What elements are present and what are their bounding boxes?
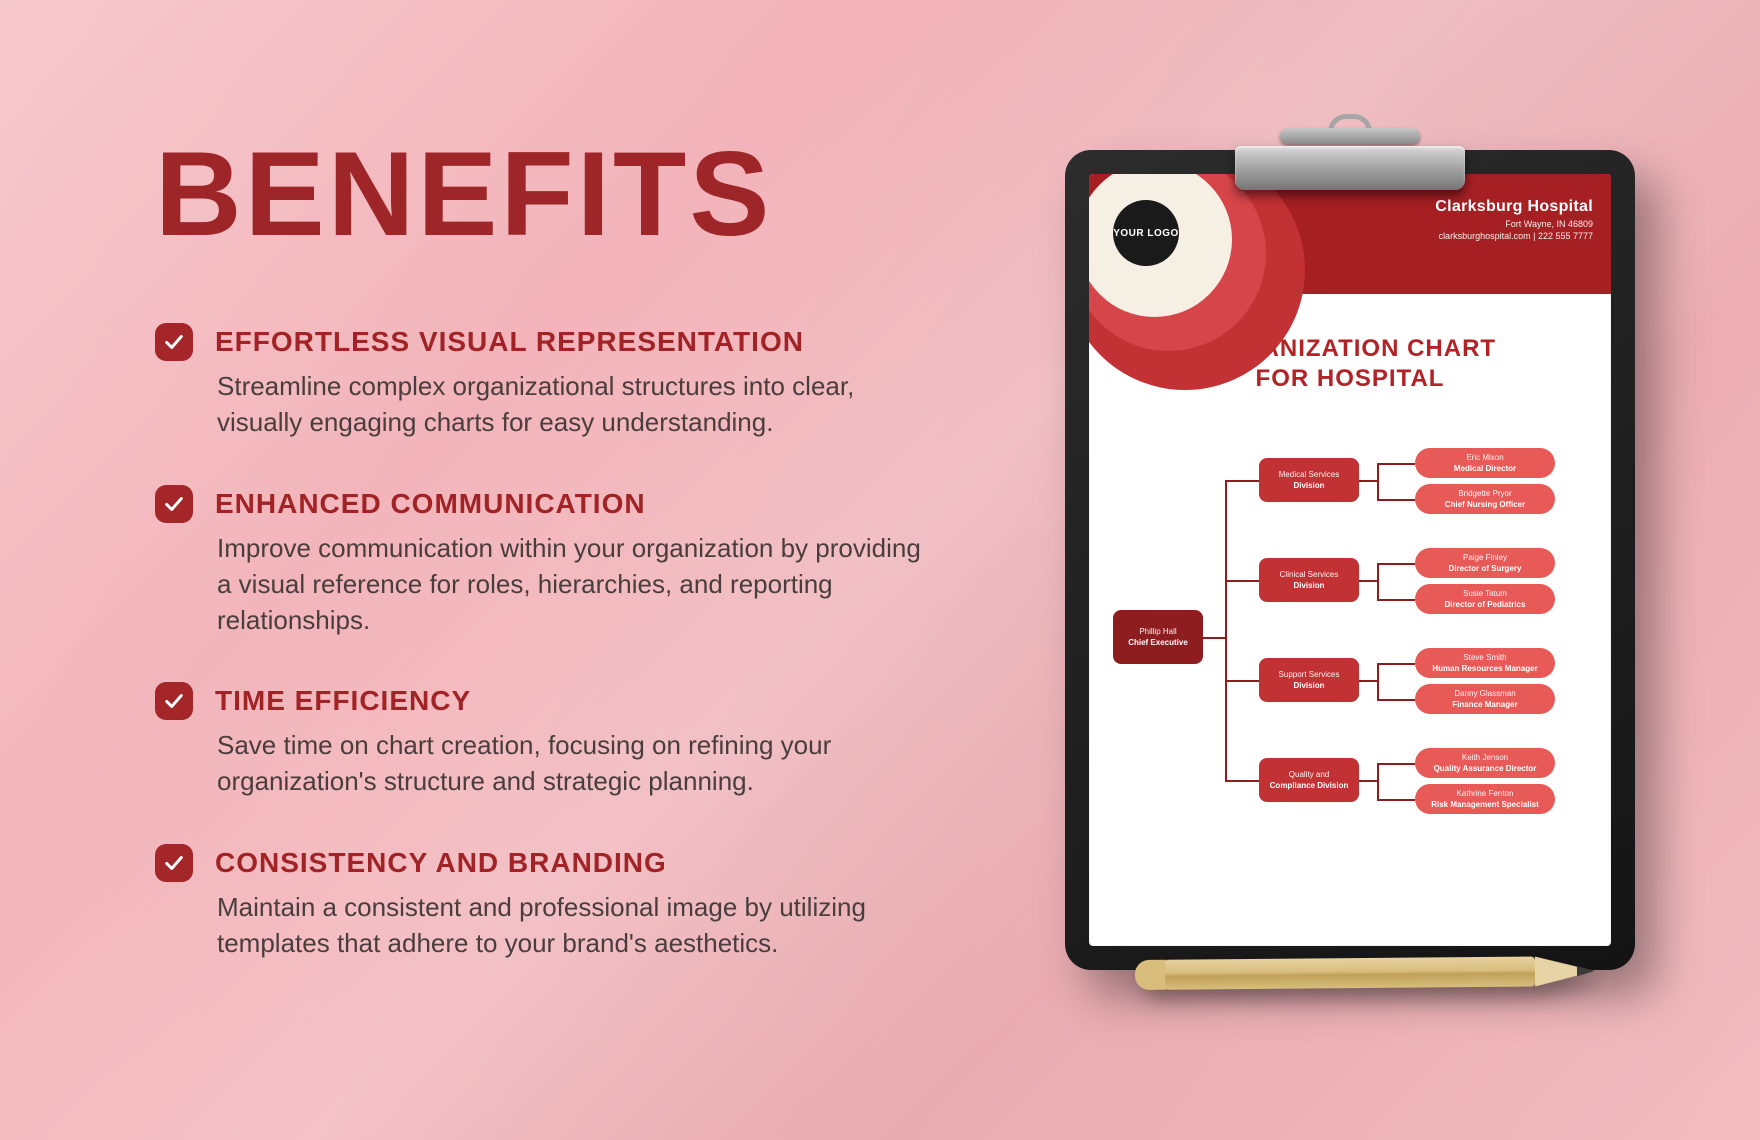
connector [1377, 663, 1379, 680]
check-icon [155, 844, 193, 882]
paper-header: YOUR LOGO Clarksburg Hospital Fort Wayne… [1089, 174, 1611, 294]
org-leaf-node: Keith JensonQuality Assurance Director [1415, 748, 1555, 778]
benefit-description: Improve communication within your organi… [217, 531, 937, 639]
chart-title-line2: FOR HOSPITAL [1256, 365, 1445, 392]
connector [1377, 499, 1415, 501]
connector [1377, 763, 1415, 765]
page-title: BENEFITS [155, 125, 975, 263]
benefit-item: CONSISTENCY AND BRANDING Maintain a consi… [155, 844, 975, 962]
clipboard-mockup: YOUR LOGO Clarksburg Hospital Fort Wayne… [1065, 150, 1635, 970]
org-leaf-node: Kathrine FentonRisk Management Specialis… [1415, 784, 1555, 814]
benefit-title: CONSISTENCY AND BRANDING [215, 847, 667, 879]
org-leaf-node: Susie TatumDirector of Pediatrics [1415, 584, 1555, 614]
benefit-title: ENHANCED COMMUNICATION [215, 488, 646, 520]
logo-text: YOUR LOGO [1113, 228, 1179, 239]
connector [1359, 480, 1377, 482]
hospital-info: Clarksburg Hospital Fort Wayne, IN 46809… [1435, 198, 1593, 241]
connector [1203, 637, 1225, 639]
org-leaf-node: Bridgette PryorChief Nursing Officer [1415, 484, 1555, 514]
connector [1377, 580, 1379, 599]
connector [1225, 480, 1259, 482]
connector [1225, 480, 1227, 780]
connector [1377, 680, 1379, 699]
connector [1377, 699, 1415, 701]
connector [1377, 780, 1379, 799]
connector [1359, 680, 1377, 682]
hospital-contact: clarksburghospital.com | 222 555 7777 [1435, 231, 1593, 241]
org-root-node: Phillip HallChief Executive [1113, 610, 1203, 664]
connector [1359, 780, 1377, 782]
org-leaf-node: Paige FinleyDirector of Surgery [1415, 548, 1555, 578]
hospital-address: Fort Wayne, IN 46809 [1435, 219, 1593, 229]
check-icon [155, 485, 193, 523]
clipboard-paper: YOUR LOGO Clarksburg Hospital Fort Wayne… [1089, 174, 1611, 946]
check-icon [155, 323, 193, 361]
connector [1377, 563, 1379, 580]
pencil-icon [1135, 956, 1595, 990]
logo-placeholder: YOUR LOGO [1113, 200, 1179, 266]
connector [1225, 680, 1259, 682]
benefit-description: Maintain a consistent and professional i… [217, 890, 937, 962]
org-leaf-node: Eric MixonMedical Director [1415, 448, 1555, 478]
clipboard-clip-icon [1235, 120, 1465, 190]
connector [1377, 663, 1415, 665]
benefit-item: ENHANCED COMMUNICATION Improve communicat… [155, 485, 975, 639]
org-division-node: Clinical ServicesDivision [1259, 558, 1359, 602]
clipboard-board: YOUR LOGO Clarksburg Hospital Fort Wayne… [1065, 150, 1635, 970]
org-leaf-node: Danny GlassmanFinance Manager [1415, 684, 1555, 714]
benefit-description: Streamline complex organizational struct… [217, 369, 937, 441]
org-division-node: Quality andCompliance Division [1259, 758, 1359, 802]
check-icon [155, 682, 193, 720]
connector [1359, 580, 1377, 582]
hospital-name: Clarksburg Hospital [1435, 198, 1593, 216]
connector [1377, 480, 1379, 499]
benefit-title: EFFORTLESS VISUAL REPRESENTATION [215, 326, 804, 358]
left-column: BENEFITS EFFORTLESS VISUAL REPRESENTATIO… [155, 125, 975, 1006]
connector [1225, 580, 1259, 582]
connector [1377, 763, 1379, 780]
connector [1377, 799, 1415, 801]
connector [1225, 780, 1259, 782]
benefit-item: EFFORTLESS VISUAL REPRESENTATION Streamli… [155, 323, 975, 441]
connector [1377, 599, 1415, 601]
connector [1377, 563, 1415, 565]
org-leaf-node: Steve SmithHuman Resources Manager [1415, 648, 1555, 678]
connector [1377, 463, 1379, 480]
org-division-node: Support ServicesDivision [1259, 658, 1359, 702]
benefits-list: EFFORTLESS VISUAL REPRESENTATION Streamli… [155, 323, 975, 962]
slide: BENEFITS EFFORTLESS VISUAL REPRESENTATIO… [0, 0, 1760, 1140]
benefit-title: TIME EFFICIENCY [215, 685, 471, 717]
connector [1377, 463, 1415, 465]
org-chart: Phillip HallChief Executive Medical Servi… [1089, 422, 1611, 852]
org-division-node: Medical ServicesDivision [1259, 458, 1359, 502]
benefit-description: Save time on chart creation, focusing on… [217, 728, 937, 800]
benefit-item: TIME EFFICIENCY Save time on chart creati… [155, 682, 975, 800]
